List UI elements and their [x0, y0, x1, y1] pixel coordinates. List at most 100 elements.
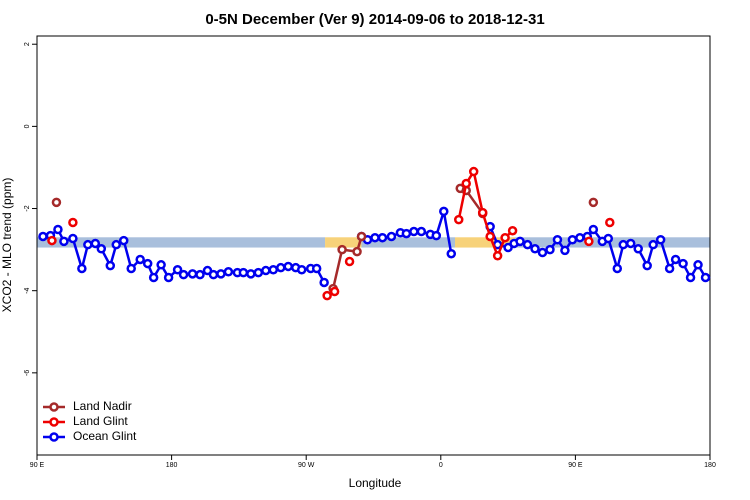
point [446, 248, 457, 259]
point [187, 269, 198, 279]
point [142, 258, 153, 269]
point [655, 234, 666, 245]
point [53, 224, 63, 235]
point [503, 242, 513, 253]
point [545, 244, 555, 255]
point [68, 217, 78, 228]
band [514, 237, 710, 248]
point [83, 239, 93, 250]
point [296, 264, 307, 275]
point [522, 239, 533, 250]
band [455, 237, 515, 248]
point [311, 263, 322, 274]
point [283, 261, 294, 272]
x-axis-label: Longitude [349, 476, 402, 490]
point [51, 197, 62, 208]
point [253, 267, 264, 278]
point [356, 231, 367, 242]
x-tick-label: 90 W [298, 462, 315, 469]
point [633, 244, 643, 254]
point [172, 264, 183, 275]
chart-title: 0-5N December (Ver 9) 2014-09-06 to 2018… [205, 11, 544, 28]
point [664, 263, 675, 274]
point [648, 239, 658, 250]
point [47, 235, 57, 246]
point [337, 244, 347, 255]
point [401, 228, 412, 239]
y-tick-label: -6 [24, 370, 31, 376]
point [560, 245, 570, 256]
band [325, 237, 362, 248]
point [453, 214, 464, 225]
point [612, 263, 623, 274]
point [552, 234, 563, 245]
point [344, 256, 355, 267]
y-tick-label: -4 [24, 287, 31, 293]
point [77, 263, 87, 274]
plot-frame [36, 35, 711, 456]
point [202, 265, 213, 276]
legend-marker [49, 402, 59, 412]
point [492, 251, 503, 261]
x-tick-label: 180 [166, 462, 178, 469]
point [246, 269, 256, 279]
point [156, 260, 166, 270]
point [588, 197, 599, 208]
legend-label: Ocean Glint [73, 429, 137, 443]
point [685, 272, 696, 283]
point [605, 217, 615, 228]
point [575, 232, 585, 243]
band [37, 237, 326, 248]
point [370, 232, 380, 243]
y-tick-label: 0 [24, 124, 31, 128]
point [377, 232, 388, 243]
point [126, 263, 136, 274]
point [431, 230, 442, 241]
point [329, 286, 340, 297]
point [670, 254, 681, 265]
x-tick-label: 180 [704, 462, 716, 469]
point [216, 269, 226, 279]
point [477, 207, 488, 218]
point [584, 236, 594, 247]
legend-label: Land Nadir [73, 399, 132, 413]
point [68, 233, 78, 244]
point [223, 267, 234, 277]
point [118, 235, 129, 246]
legend-label: Land Glint [73, 414, 128, 428]
point [322, 290, 332, 301]
point [468, 166, 479, 177]
point [59, 236, 69, 247]
point [268, 264, 279, 275]
point [276, 262, 286, 273]
point [238, 267, 249, 278]
point [500, 232, 510, 243]
point [352, 246, 362, 257]
point [178, 269, 189, 280]
legend-marker [49, 417, 59, 427]
point [537, 247, 548, 258]
y-axis-label: XCO2 - MLO trend (ppm) [0, 178, 14, 313]
point [693, 260, 703, 270]
band [361, 237, 456, 248]
point [319, 277, 329, 288]
x-tick-label: 90 E [568, 462, 583, 469]
point [409, 226, 419, 237]
point [135, 254, 145, 265]
point [195, 269, 205, 280]
point [90, 238, 101, 249]
point [38, 231, 48, 242]
point [603, 233, 614, 244]
point [96, 244, 107, 254]
x-tick-label: 0 [439, 462, 443, 469]
point [618, 239, 629, 250]
point [625, 238, 636, 249]
point [148, 272, 159, 283]
point [530, 244, 540, 254]
point [700, 272, 711, 283]
point [567, 234, 578, 245]
point [439, 206, 449, 217]
point [642, 260, 652, 271]
y-tick-label: 2 [24, 42, 31, 46]
